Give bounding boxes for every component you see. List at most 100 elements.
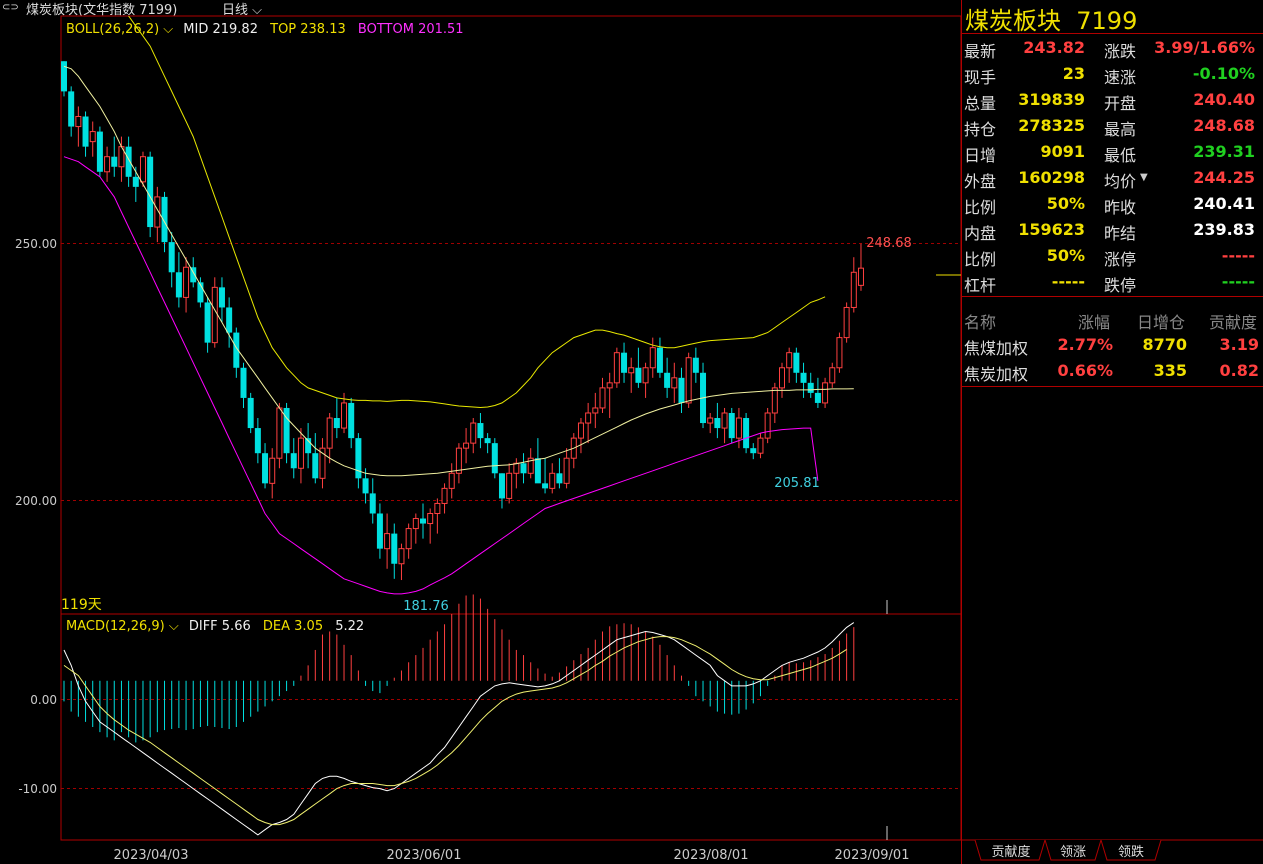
quote-value: 3.99/1.66% (1154, 38, 1255, 57)
candle-body-up (707, 417, 714, 424)
boll-bottom-line (63, 156, 819, 595)
candle-body-down (333, 418, 340, 429)
candle-body-down (750, 448, 757, 454)
quote-row: 比例 50% 昨收 240.41 (961, 192, 1263, 218)
candle-body-down (391, 533, 398, 564)
quote-row: 日增 9091 最低 239.31 (961, 140, 1263, 166)
candle-body-up (506, 472, 513, 499)
quote-label: 跌停 (1104, 276, 1137, 295)
quote-value: 239.31 (1193, 142, 1255, 161)
tab-contribution[interactable] (974, 839, 1046, 861)
candle-body-down (240, 367, 247, 398)
candle-body-down (190, 267, 197, 283)
candle-body-down (290, 453, 297, 469)
candle-body-up (89, 131, 96, 143)
candle-body-up (455, 447, 462, 474)
candle-body-down (542, 483, 549, 489)
quote-panel: 煤炭板块 7199 最新 243.82 涨跌 3.99/1.66% 现手 23 速涨 -0.1… (961, 0, 1263, 864)
boll-legend[interactable]: BOLL(26,26,2) ⌵ MID 219.82 TOP 238.13 BO… (66, 22, 464, 37)
quote-row: 最新 243.82 涨跌 3.99/1.66% (961, 36, 1263, 62)
candle-body-down (520, 463, 527, 474)
main-chart[interactable]: 250.00 200.00 0.00 -10.00 2023/04/03 202… (0, 0, 962, 864)
candle-body-up (850, 271, 857, 308)
quote-label[interactable]: 均价 (1104, 172, 1137, 191)
candle-body-down (420, 518, 426, 524)
period-selector[interactable]: 日线 ⌵ (222, 3, 263, 18)
candle-body-down (247, 397, 254, 429)
quote-value: 240.40 (1193, 90, 1255, 109)
candle-body-up (857, 267, 864, 286)
y-tick-minus10: -10.00 (18, 782, 57, 796)
quote-label: 外盘 (964, 172, 997, 191)
candle-body-down (491, 443, 498, 474)
candle-body-up (563, 457, 570, 484)
candle-body-down (743, 418, 750, 449)
candle-body-up (685, 357, 692, 404)
candle-body-down (484, 438, 491, 444)
candle-body-up (577, 422, 584, 439)
link-icon[interactable]: ⊂⊃ (2, 2, 19, 13)
candle-body-up (829, 367, 836, 384)
component-contribution: 0.82 (1219, 361, 1259, 380)
macd-diff-value: DIFF 5.66 (189, 619, 251, 634)
candle-body-down (621, 352, 628, 373)
candle-body-up (764, 412, 771, 439)
tab-leading-up-label[interactable]: 领涨 (1060, 845, 1086, 860)
candle-body-down (814, 392, 821, 403)
candle-body-down (254, 428, 261, 454)
candle-body-down (175, 272, 182, 298)
caret-down-icon[interactable]: ▼ (1140, 172, 1148, 183)
candle-body-up (786, 352, 793, 369)
quote-label: 杠杆 (964, 276, 997, 295)
quote-label: 涨停 (1104, 250, 1137, 269)
candle-body-up (771, 387, 778, 414)
quote-value: ----- (1221, 246, 1255, 265)
tab-contribution-label[interactable]: 贡献度 (991, 844, 1030, 860)
candle-body-up (779, 367, 785, 389)
component-row[interactable]: 焦炭加权 0.66% 335 0.82 (961, 359, 1263, 385)
boll-top-line (127, 16, 826, 409)
macd-layer (63, 594, 855, 836)
low-annotation: 181.76 (403, 599, 449, 614)
candle-body-down (168, 242, 175, 273)
tab-leading-down[interactable] (1100, 839, 1162, 861)
quote-row: 总量 319839 开盘 240.40 (961, 88, 1263, 114)
boll-lines (63, 16, 854, 595)
instrument-name: 煤炭板块 (965, 7, 1061, 35)
candle-body-down (197, 282, 204, 303)
component-row[interactable]: 焦煤加权 2.77% 8770 3.19 (961, 333, 1263, 359)
macd-legend[interactable]: MACD(12,26,9) ⌵ DIFF 5.66 DEA 3.05 5.22 (66, 619, 364, 634)
candle-body-up (606, 382, 613, 389)
candle-body-up (463, 442, 470, 449)
quote-row: 杠杆 ----- 跌停 ----- (961, 270, 1263, 296)
boll-layer (63, 16, 854, 595)
quote-value: 9091 (1040, 142, 1085, 161)
candle-body-up (836, 337, 843, 369)
local-low-annotation: 205.81 (774, 476, 820, 491)
candle-body-down (362, 478, 369, 494)
component-name: 焦炭加权 (964, 365, 1029, 384)
candle-body-up (642, 367, 649, 384)
candle-body-down (312, 453, 319, 479)
tab-leading-down-label[interactable]: 领跌 (1118, 844, 1144, 860)
candle-body-down (68, 91, 75, 127)
candle-body-up (183, 266, 190, 298)
quote-row: 外盘 160298 均价 ▼ 244.25 (961, 166, 1263, 192)
quote-value: 278325 (1018, 116, 1085, 135)
quote-value: 244.25 (1193, 168, 1255, 187)
quote-label: 持仓 (964, 120, 997, 139)
macd-dea-value: DEA 3.05 (263, 619, 323, 634)
y-tick-200: 200.00 (15, 494, 57, 508)
candle-body-down (692, 357, 699, 373)
candle-body-down (233, 332, 240, 368)
candle-body-up (585, 412, 592, 424)
candle-body-down (111, 156, 118, 167)
candle-body-down (262, 453, 269, 484)
tab-leading-up[interactable] (1044, 839, 1102, 861)
candle-body-up (297, 437, 304, 469)
candle-body-down (376, 513, 383, 549)
candle-body-up (448, 472, 455, 489)
candle-body-down (498, 473, 505, 499)
candle-body-up (75, 116, 82, 128)
candle-body-up (822, 382, 829, 404)
